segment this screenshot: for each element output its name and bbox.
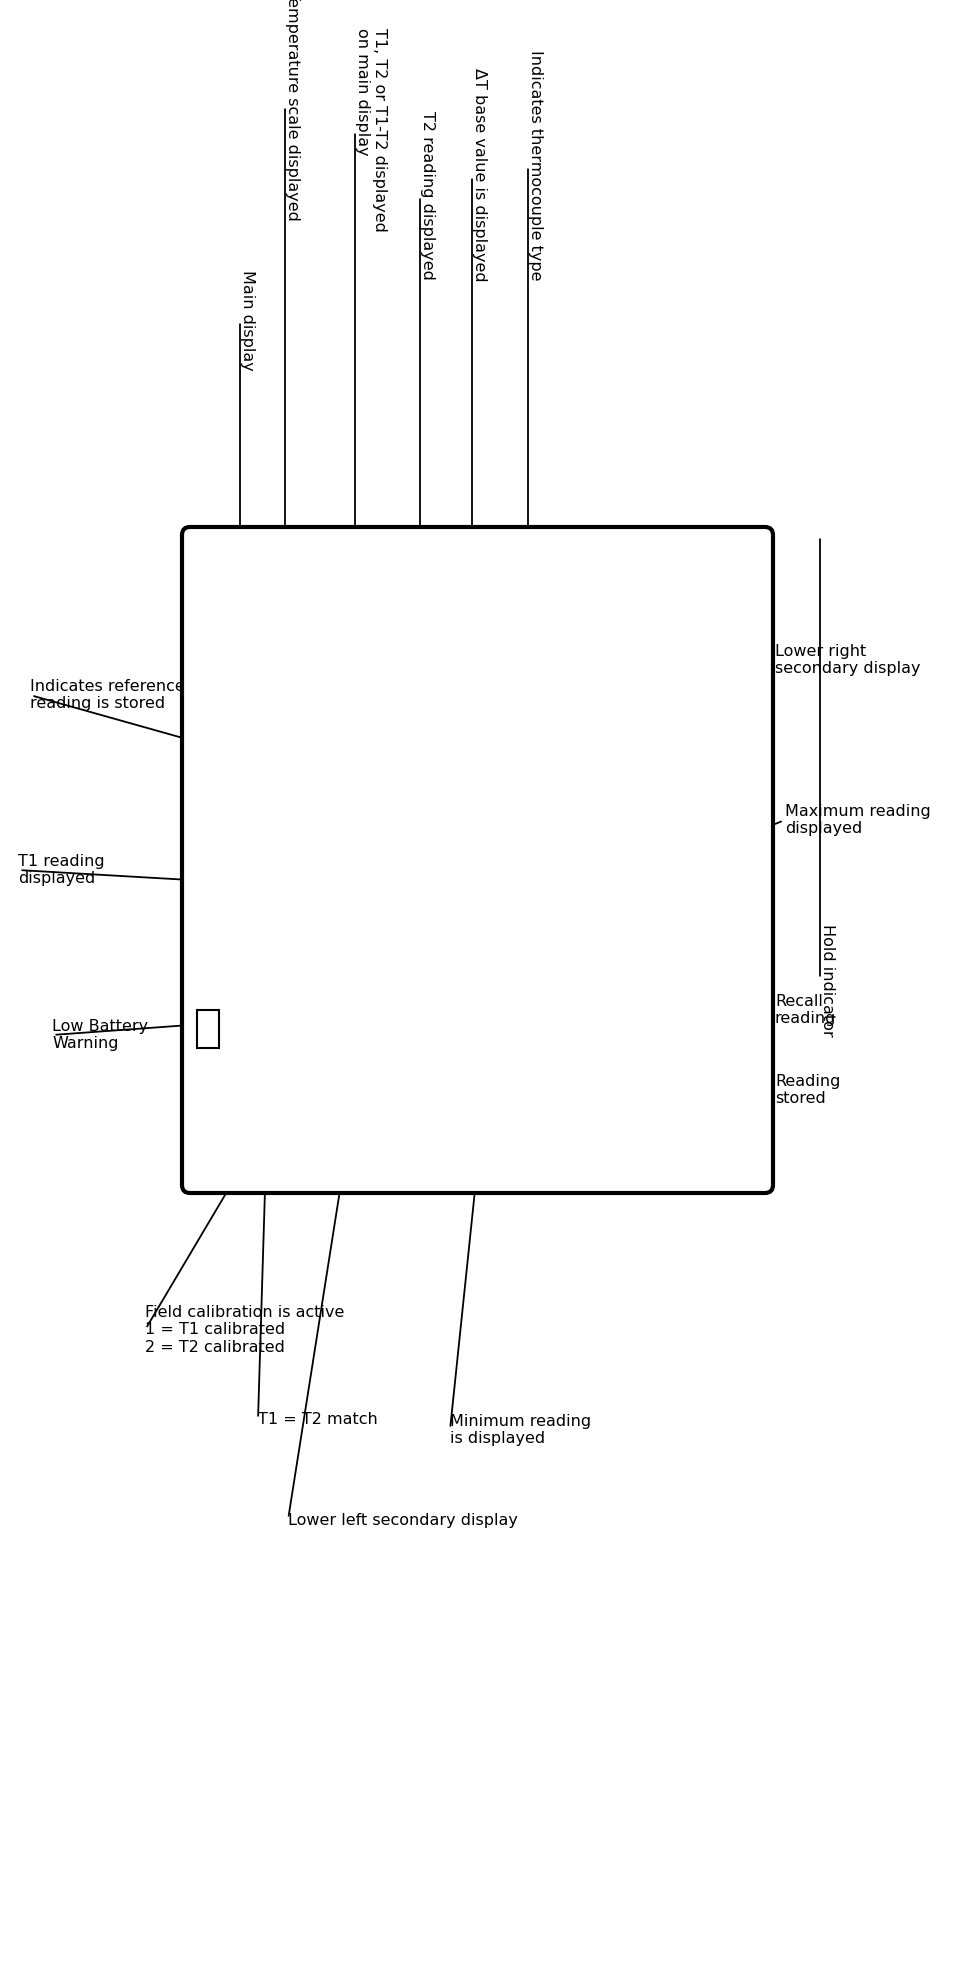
Text: Maximum reading
displayed: Maximum reading displayed — [784, 805, 930, 836]
Text: TJKE: TJKE — [585, 623, 605, 633]
Text: =: = — [234, 795, 242, 805]
Text: MIN  STO  RCL  HOLD  MAX: MIN STO RCL HOLD MAX — [263, 955, 375, 965]
Text: -TYPE: -TYPE — [585, 605, 610, 615]
Text: T2 reading displayed: T2 reading displayed — [419, 111, 435, 279]
Text: Recall
reading: Recall reading — [774, 994, 836, 1026]
FancyBboxPatch shape — [182, 528, 772, 1192]
Text: M=: M= — [248, 791, 262, 799]
Text: Temperature scale displayed: Temperature scale displayed — [285, 0, 299, 221]
Text: Lower right
secondary display: Lower right secondary display — [774, 645, 920, 676]
Text: Hold indicator: Hold indicator — [820, 923, 834, 1036]
Text: Minimum reading
is displayed: Minimum reading is displayed — [450, 1414, 591, 1447]
Text: T2: T2 — [487, 601, 497, 609]
Text: Lower left secondary display: Lower left secondary display — [288, 1512, 517, 1528]
Text: Field calibration is active
1 = T1 calibrated
2 = T2 calibrated: Field calibration is active 1 = T1 calib… — [145, 1305, 344, 1354]
Text: °C: °C — [237, 619, 249, 627]
Text: T1 reading
displayed: T1 reading displayed — [18, 854, 105, 886]
Text: Indicates reference
reading is stored: Indicates reference reading is stored — [30, 678, 185, 712]
Text: ΔT: ΔT — [542, 601, 553, 609]
Text: MATCH: MATCH — [222, 1002, 251, 1010]
Text: Low Battery
Warning: Low Battery Warning — [52, 1018, 148, 1052]
Text: Main display: Main display — [240, 269, 254, 370]
Text: Reading
stored: Reading stored — [774, 1074, 840, 1107]
Text: T1, T2 or T1-T2 displayed
on main display: T1, T2 or T1-T2 displayed on main displa… — [355, 28, 387, 231]
Text: ΔT base value is displayed: ΔT base value is displayed — [472, 67, 486, 283]
Text: Indicates thermocouple type: Indicates thermocouple type — [527, 49, 542, 281]
Text: T1: T1 — [218, 791, 228, 799]
Text: °F: °F — [218, 613, 228, 623]
Text: T1 = T2 match: T1 = T2 match — [257, 1412, 377, 1427]
Text: CAL12: CAL12 — [222, 983, 249, 992]
Text: T1-T2: T1-T2 — [328, 601, 352, 609]
Bar — [196, 1010, 219, 1048]
